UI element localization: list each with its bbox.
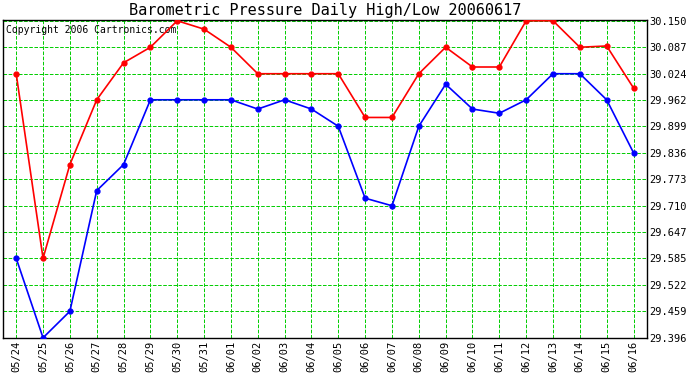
Text: Copyright 2006 Cartronics.com: Copyright 2006 Cartronics.com xyxy=(6,25,177,35)
Title: Barometric Pressure Daily High/Low 20060617: Barometric Pressure Daily High/Low 20060… xyxy=(128,3,521,18)
